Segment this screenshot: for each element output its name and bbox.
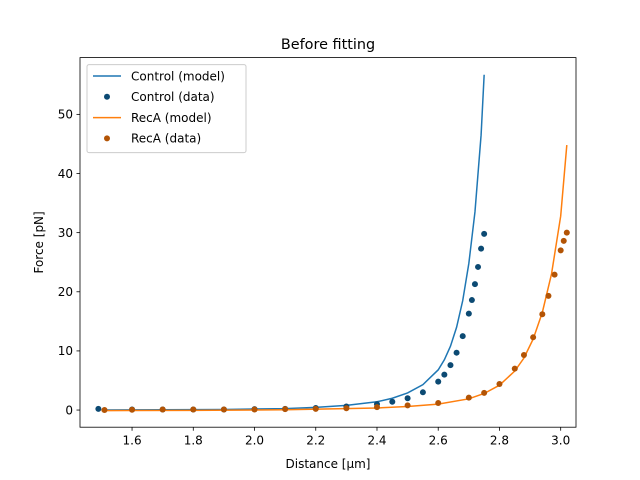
y-tick-label: 10 xyxy=(58,344,73,358)
data-point xyxy=(465,394,472,401)
data-point xyxy=(459,333,466,340)
data-point xyxy=(530,334,537,341)
data-point xyxy=(475,263,482,270)
data-point xyxy=(496,381,503,388)
data-point xyxy=(557,247,564,254)
data-point xyxy=(220,406,227,413)
x-tick-label: 3.0 xyxy=(551,434,570,448)
y-tick-label: 40 xyxy=(58,167,73,181)
x-axis-label: Distance [μm] xyxy=(286,457,371,471)
data-point xyxy=(441,371,448,378)
data-point xyxy=(520,352,527,359)
data-point xyxy=(551,271,558,278)
plot-frame xyxy=(79,57,577,428)
legend-label: RecA (data) xyxy=(131,132,201,146)
legend-swatch-dot xyxy=(104,135,110,142)
data-point xyxy=(373,404,380,411)
data-point xyxy=(471,281,478,288)
chart-title: Before fitting xyxy=(281,37,375,53)
x-tick-label: 1.8 xyxy=(184,434,203,448)
y-tick-label: 50 xyxy=(58,108,73,122)
y-axis-label: Force [pN] xyxy=(32,211,46,273)
data-point xyxy=(539,311,546,318)
data-point xyxy=(545,292,552,299)
x-tick-label: 2.4 xyxy=(367,434,386,448)
x-tick-label: 1.6 xyxy=(123,434,142,448)
data-point xyxy=(101,407,108,414)
legend-box xyxy=(86,64,247,154)
data-point xyxy=(190,406,197,413)
data-point xyxy=(419,389,426,396)
data-point xyxy=(435,378,442,385)
x-axis: 1.6 1.8 2.0 2.2 2.4 2.6 2.8 3.0 xyxy=(123,427,570,448)
data-point xyxy=(481,389,488,396)
x-tick-label: 2.6 xyxy=(429,434,448,448)
x-tick-label: 2.2 xyxy=(306,434,325,448)
data-point xyxy=(478,245,485,252)
legend-label: RecA (model) xyxy=(131,111,212,125)
data-point xyxy=(511,365,518,372)
legend: Control (model) Control (data) RecA (model… xyxy=(86,64,247,154)
y-tick-label: 30 xyxy=(58,226,73,240)
legend-swatch-dot xyxy=(104,93,110,100)
data-point xyxy=(435,399,442,406)
data-point xyxy=(563,229,570,236)
y-axis: 0 10 20 30 40 50 xyxy=(58,108,80,417)
data-point xyxy=(389,398,396,405)
x-tick-label: 2.0 xyxy=(245,434,264,448)
y-tick-label: 20 xyxy=(58,285,73,299)
data-point xyxy=(465,310,472,317)
x-tick-label: 2.8 xyxy=(490,434,509,448)
data-point xyxy=(343,405,350,412)
data-point xyxy=(447,362,454,369)
data-point xyxy=(404,395,411,402)
data-point xyxy=(453,349,460,356)
data-point xyxy=(159,406,166,413)
data-point xyxy=(560,237,567,244)
data-point xyxy=(312,405,319,412)
legend-label: Control (data) xyxy=(131,90,215,104)
data-point xyxy=(251,406,258,413)
data-point xyxy=(481,230,488,237)
series-layer xyxy=(95,74,570,414)
y-tick-label: 0 xyxy=(65,403,73,417)
data-point xyxy=(129,406,136,413)
data-point xyxy=(95,405,102,412)
legend-label: Control (model) xyxy=(131,69,225,83)
data-point xyxy=(468,297,475,304)
data-point xyxy=(282,406,289,413)
series-line-2 xyxy=(101,145,568,412)
data-point xyxy=(404,402,411,409)
